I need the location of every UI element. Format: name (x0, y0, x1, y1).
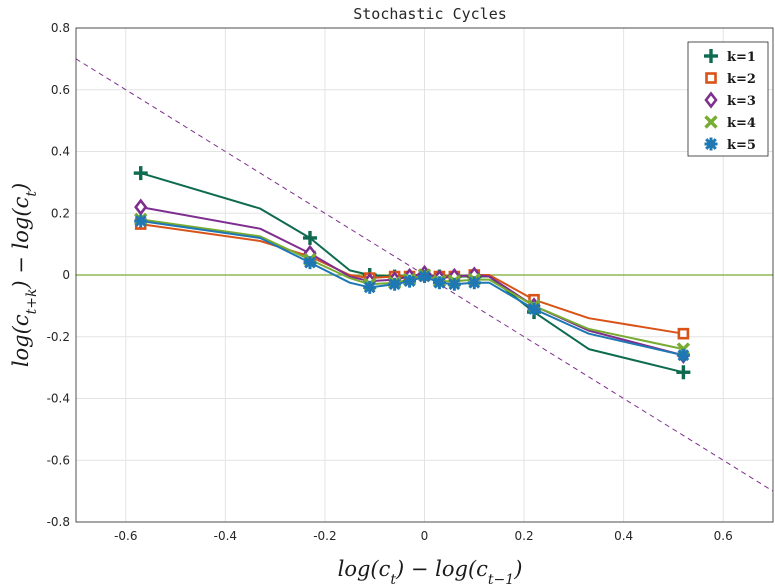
data-point (677, 327, 690, 340)
data-point (676, 348, 690, 362)
legend-marker (704, 115, 718, 129)
x-axis-label: log(ct) − log(ct−1) (338, 557, 523, 586)
legend-label: k=4 (727, 116, 756, 131)
legend-marker (705, 72, 717, 84)
y-tick-label: 0.6 (51, 83, 70, 97)
data-point (134, 214, 148, 228)
x-tick-label: 0.6 (714, 529, 733, 543)
diagonal-reference-line (75, 58, 774, 492)
legend-marker (704, 91, 718, 109)
legend-label: k=3 (727, 94, 756, 109)
data-point (133, 166, 148, 181)
y-tick-label: -0.6 (47, 453, 70, 467)
x-tick-label: -0.2 (313, 529, 336, 543)
y-tick-label: 0 (62, 268, 70, 282)
x-tick-label: 0.2 (515, 529, 534, 543)
y-tick-label: -0.2 (47, 330, 70, 344)
legend-label: k=1 (727, 50, 756, 65)
data-point (388, 277, 402, 291)
data-point (302, 230, 317, 245)
x-tick-label: 0 (421, 529, 429, 543)
y-axis-ticks: -0.8 -0.6 -0.4 -0.2 0 0.2 0.4 0.6 0.8 (47, 21, 70, 529)
legend-box (687, 41, 769, 157)
data-point (527, 302, 541, 316)
data-point (403, 274, 417, 288)
plot-frame (75, 27, 774, 523)
data-point (432, 276, 446, 290)
x-tick-label: -0.6 (114, 529, 137, 543)
x-axis-ticks: -0.6 -0.4 -0.2 0 0.2 0.4 0.6 (114, 529, 733, 543)
series-layer (133, 166, 691, 380)
chart-title: Stochastic Cycles (353, 5, 507, 23)
y-tick-label: -0.4 (47, 392, 70, 406)
data-point (676, 365, 691, 380)
data-point (363, 280, 377, 294)
y-tick-label: 0.2 (51, 206, 70, 220)
y-tick-label: 0.8 (51, 21, 70, 35)
x-tick-label: -0.4 (214, 529, 237, 543)
legend-marker (704, 137, 718, 151)
legend-label: k=5 (727, 138, 756, 153)
data-point (134, 198, 148, 216)
data-point (303, 256, 317, 270)
legend-marker (704, 49, 718, 63)
data-point (418, 270, 431, 284)
legend-label: k=2 (727, 72, 756, 87)
data-point (467, 276, 481, 290)
legend: k=1 k=2 k=3 k=4 k=5 (687, 41, 769, 157)
x-tick-label: 0.4 (614, 529, 633, 543)
data-point (447, 277, 461, 291)
y-axis-label: log(ct+k) − log(ct) (9, 183, 40, 367)
y-tick-label: -0.8 (47, 515, 70, 529)
y-tick-label: 0.4 (51, 145, 70, 159)
series-5 (134, 214, 690, 362)
